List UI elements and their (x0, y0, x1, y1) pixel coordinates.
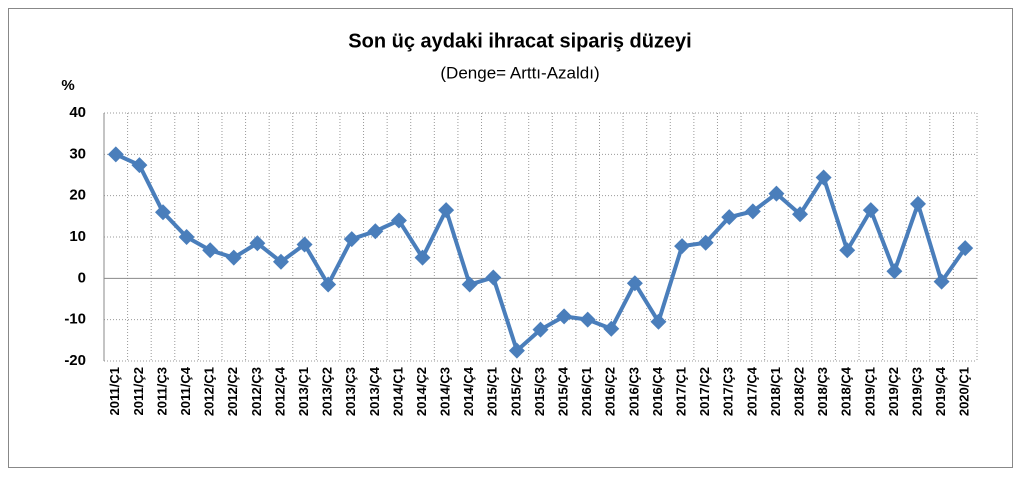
x-tick-label: 2011/Ç1 (107, 367, 122, 415)
x-tick-label: 2015/Ç4 (556, 366, 571, 416)
x-tick-label: 2015/Ç2 (508, 367, 523, 416)
x-tick-label: 2018/Ç2 (791, 367, 806, 416)
x-tick-label: 2012/Ç3 (249, 367, 264, 416)
marker (603, 320, 620, 337)
x-tick-label: 2015/Ç3 (532, 367, 547, 416)
y-tick-label: 20 (69, 187, 86, 204)
x-tick-label: 2016/Ç1 (579, 367, 594, 416)
marker (532, 321, 549, 338)
x-tick-label: 2020/Ç1 (957, 367, 972, 416)
marker (485, 269, 502, 286)
chart-subtitle: (Denge= Arttı-Azaldı) (440, 63, 599, 82)
x-tick-label: 2013/Ç1 (296, 367, 311, 416)
y-tick-label: -20 (64, 352, 86, 369)
x-tick-label: 2012/Ç1 (202, 367, 217, 416)
marker (556, 308, 573, 325)
x-tick-label: 2013/Ç3 (343, 367, 358, 416)
x-tick-label: 2011/Ç3 (154, 367, 169, 415)
marker (839, 242, 856, 259)
x-tick-label: 2017/Ç3 (721, 367, 736, 416)
x-tick-label: 2014/Ç1 (390, 367, 405, 416)
marker (650, 313, 667, 330)
marker (202, 242, 219, 259)
marker (957, 240, 974, 257)
x-tick-label: 2018/Ç3 (815, 367, 830, 416)
y-tick-label: 0 (78, 269, 86, 286)
x-tick-label: 2019/Ç4 (933, 366, 948, 416)
x-tick-label: 2016/Ç4 (650, 366, 665, 416)
x-tick-label: 2014/Ç3 (438, 367, 453, 416)
x-tick-label: 2018/Ç1 (768, 367, 783, 416)
x-tick-label: 2016/Ç2 (603, 367, 618, 416)
marker (768, 185, 785, 202)
x-tick-label: 2017/Ç2 (697, 367, 712, 416)
marker (815, 169, 832, 186)
x-tick-label: 2012/Ç4 (272, 366, 287, 416)
x-tick-label: 2012/Ç2 (225, 367, 240, 416)
marker (579, 311, 596, 328)
marker (225, 249, 242, 266)
x-tick-label: 2019/Ç1 (862, 367, 877, 416)
y-axis-label: % (61, 77, 74, 94)
x-tick-label: 2018/Ç4 (839, 366, 854, 416)
marker (674, 238, 691, 255)
marker (886, 263, 903, 280)
y-tick-label: 10 (69, 228, 86, 245)
marker (910, 195, 927, 212)
marker (272, 253, 289, 270)
x-tick-label: 2011/Ç4 (178, 366, 193, 415)
y-tick-label: 30 (69, 145, 86, 162)
marker (438, 202, 455, 219)
marker (390, 212, 407, 229)
marker (343, 231, 360, 248)
marker (626, 275, 643, 292)
marker (461, 276, 478, 293)
marker (721, 209, 738, 226)
marker (414, 249, 431, 266)
marker (249, 235, 266, 252)
x-tick-label: 2017/Ç1 (674, 367, 689, 416)
marker (792, 206, 809, 223)
x-tick-label: 2013/Ç4 (367, 366, 382, 416)
marker (107, 146, 124, 163)
marker (744, 203, 761, 220)
x-tick-label: 2017/Ç4 (744, 366, 759, 416)
x-tick-label: 2011/Ç2 (131, 367, 146, 415)
marker (178, 229, 195, 245)
x-tick-label: 2015/Ç1 (485, 367, 500, 416)
x-tick-label: 2016/Ç3 (626, 367, 641, 416)
x-tick-label: 2014/Ç4 (461, 366, 476, 416)
y-tick-label: -10 (64, 311, 86, 328)
chart-title: Son üç aydaki ihracat sipariş düzeyi (348, 30, 691, 52)
x-tick-label: 2019/Ç2 (886, 367, 901, 416)
x-tick-label: 2014/Ç2 (414, 367, 429, 416)
marker (508, 342, 525, 359)
x-tick-label: 2013/Ç2 (320, 367, 335, 416)
marker (154, 204, 171, 221)
y-tick-label: 40 (69, 104, 86, 121)
marker (131, 157, 148, 174)
marker (320, 276, 337, 293)
x-tick-label: 2019/Ç3 (909, 367, 924, 416)
marker (862, 202, 879, 219)
marker (367, 223, 384, 240)
marker (933, 273, 950, 290)
marker (296, 236, 313, 253)
marker (697, 234, 714, 251)
